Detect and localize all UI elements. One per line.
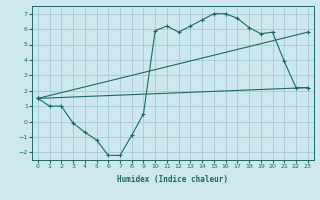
X-axis label: Humidex (Indice chaleur): Humidex (Indice chaleur): [117, 175, 228, 184]
